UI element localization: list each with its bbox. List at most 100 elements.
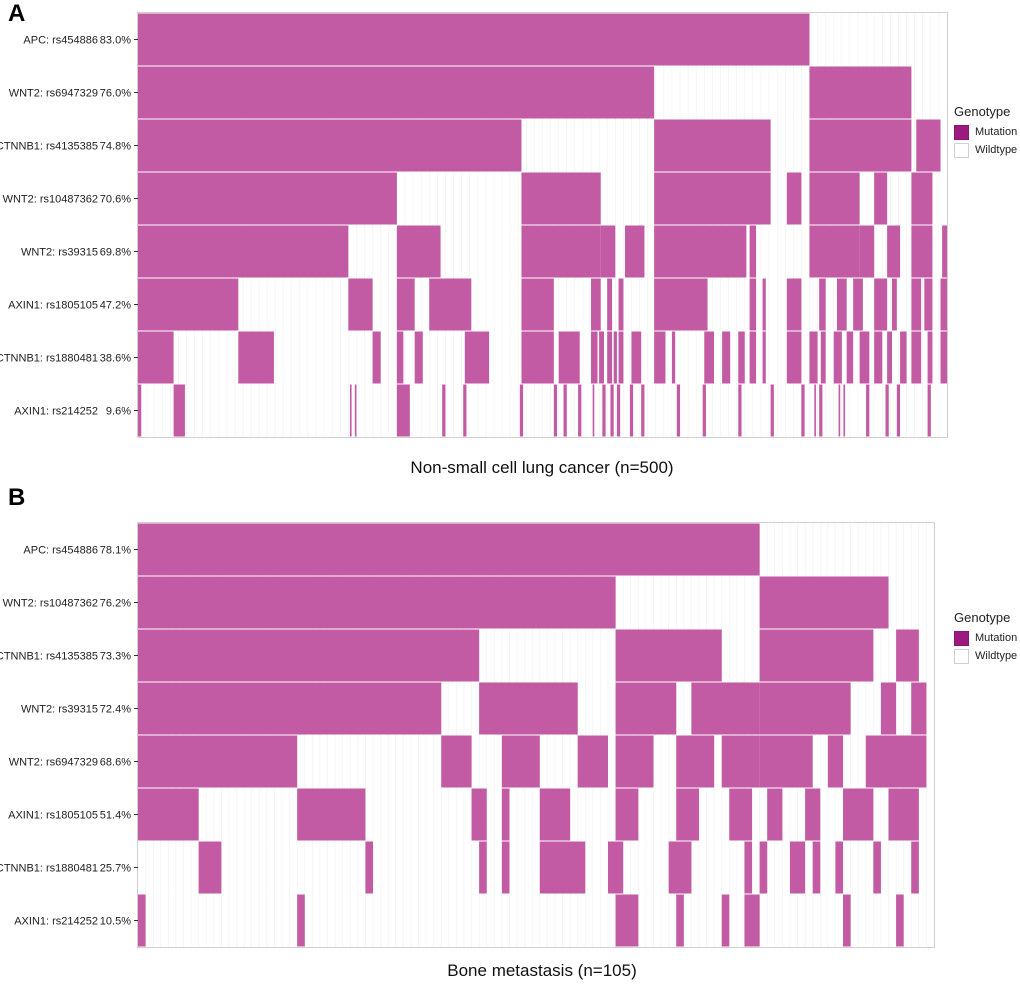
gene-row: CTNNB1: rs1880481 25.7% [0,840,934,894]
mutation-cell [138,66,655,119]
gene-row: WNT2: rs6947329 76.0% [9,65,947,119]
legend-a-wildtype-label: Wildtype [975,144,1018,156]
mutation-cell [501,841,510,894]
mutation-cell [853,278,863,331]
wildtype-swatch [954,648,969,664]
mutation-cell [297,788,366,841]
mutation-swatch [954,124,969,140]
gene-row: WNT2: rs10487362 70.6% [3,171,947,225]
mutation-cell [759,629,874,682]
row-label: WNT2: rs39315 [21,247,98,259]
mutation-cell [812,841,821,894]
mutation-cell [704,331,715,384]
legend-a-mutation-label: Mutation [975,126,1018,138]
heatmap-panel-b: APC: rs454886 78.1%WNT2: rs10487362 76.2%C… [0,522,935,948]
mutation-cell [896,629,919,682]
mutation-cell [859,225,875,278]
mutation-cell [738,384,742,437]
mutation-cell [607,278,613,331]
row-percent: 47.2% [100,300,131,312]
mutation-cell [138,735,298,788]
row-label: AXIN1: rs1805105 [8,810,98,822]
gene-row: CTNNB1: rs4135385 73.3% [0,628,934,682]
row-percent: 76.2% [100,598,131,610]
mutation-cell [676,788,699,841]
row-label: CTNNB1: rs4135385 [0,651,98,663]
mutation-cell [521,225,601,278]
mutation-cell [599,331,604,384]
mutation-cell [198,841,222,894]
mutation-cell [722,331,731,384]
legend-b-mutation: Mutation [954,629,1017,647]
mutation-cell [607,331,613,384]
legend-b-title: Genotype [954,610,1011,625]
mutation-cell [591,331,598,384]
mutation-cell [866,384,870,437]
wildtype-swatch [954,142,969,158]
row-percent: 72.4% [100,704,131,716]
mutation-cell [744,894,760,947]
mutation-cell [668,841,692,894]
mutation-cell [759,576,889,629]
mutation-cell [911,278,922,331]
legend-b-mutation-label: Mutation [975,632,1018,644]
mutation-cell [138,682,442,735]
mutation-cell [874,331,883,384]
mutation-cell [414,331,423,384]
mutation-cell [521,331,554,384]
mutation-cell [846,331,854,384]
mutation-cell [539,841,586,894]
mutation-cell [809,119,912,172]
mutation-cell [900,331,907,384]
row-label: WNT2: rs6947329 [9,88,98,100]
mutation-cell [762,331,766,384]
mutation-cell [138,13,810,66]
row-percent: 74.8% [100,141,131,153]
legend-a-wildtype: Wildtype [954,141,1017,159]
mutation-cell [539,788,571,841]
mutation-cell [625,225,645,278]
row-label: AXIN1: rs214252 [14,916,98,928]
row-percent: 73.3% [100,651,131,663]
mutation-cell [441,735,472,788]
mutation-cell [789,841,806,894]
mutation-cell [138,788,199,841]
mutation-cell [521,278,554,331]
panel-b-x-title: Bone metastasis (n=105) [447,961,637,980]
mutation-cell [138,225,349,278]
mutation-cell [911,682,927,735]
mutation-cell [786,331,802,384]
mutation-cell [924,278,933,331]
mutation-cell [819,384,823,437]
mutation-cell [578,384,582,437]
mutation-cell [138,278,239,331]
mutation-cell [888,788,919,841]
mutation-cell [843,894,851,947]
mutation-cell [479,841,487,894]
row-percent: 25.7% [100,863,131,875]
mutation-cell [396,384,410,437]
mutation-cell [654,278,708,331]
mutation-cell [759,841,768,894]
mutation-cell [608,841,624,894]
mutation-cell [874,172,888,225]
legend-a: Genotype Mutation Wildtype [954,104,1017,159]
mutation-cell [809,225,860,278]
mutation-cell [911,225,933,278]
mutation-cell [464,331,490,384]
mutation-cell [887,331,892,384]
mutation-cell [940,278,947,331]
mutation-cell [173,384,185,437]
mutation-cell [521,172,601,225]
mutation-cell [365,841,374,894]
row-label: APC: rs454886 [23,545,98,557]
mutation-cell [615,629,722,682]
row-percent: 76.0% [100,88,131,100]
legend-a-mutation: Mutation [954,123,1017,141]
row-label: CTNNB1: rs1880481 [0,353,98,365]
mutation-cell [927,384,931,437]
mutation-cell [814,384,816,437]
gene-row: AXIN1: rs1805105 51.4% [8,787,934,841]
mutation-cell [615,682,677,735]
row-percent: 78.1% [100,545,131,557]
